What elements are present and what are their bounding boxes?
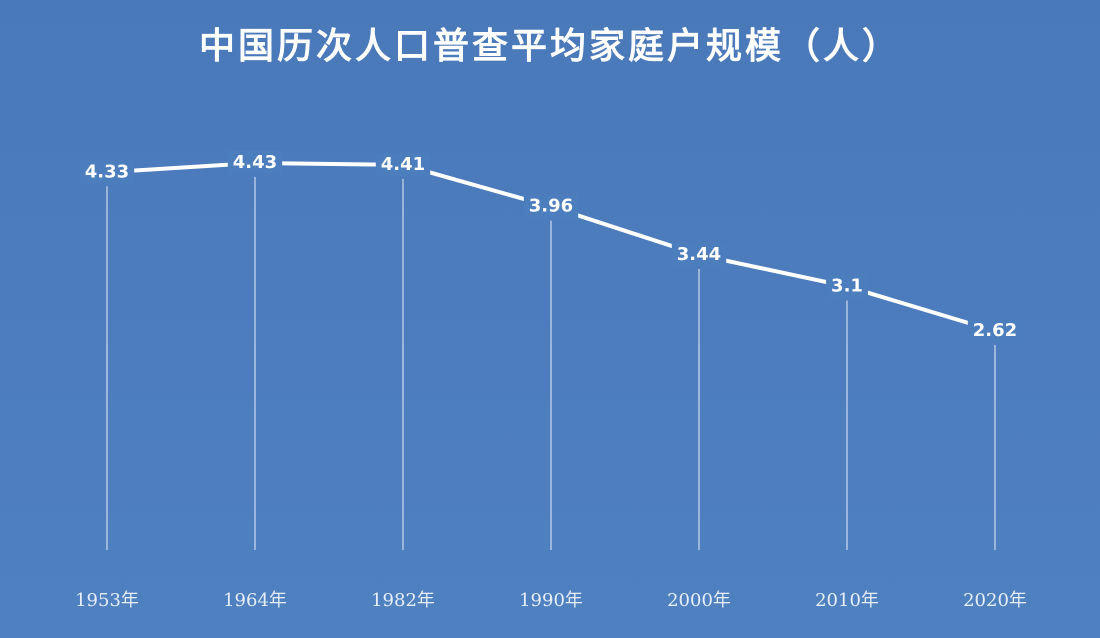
label-background	[79, 160, 135, 185]
label-background	[671, 242, 727, 267]
data-label: 3.96	[529, 196, 573, 217]
data-label: 4.43	[233, 152, 277, 173]
plot-area: 4.33 1953年 4.43 1964年 4.41 1982年 3.96 1990年 3.44…	[75, 151, 1027, 611]
data-label: 3.1	[831, 275, 863, 296]
data-label: 3.44	[677, 244, 721, 265]
x-tick-label: 1964年	[223, 590, 287, 611]
x-tick-label: 2010年	[815, 590, 879, 611]
x-tick-label: 2000年	[667, 590, 731, 611]
x-tick-label: 1990年	[519, 590, 583, 611]
chart-title: 中国历次人口普查平均家庭户规模（人）	[199, 26, 901, 67]
x-tick-label: 1982年	[371, 590, 435, 611]
label-background	[826, 274, 868, 299]
x-tick-label: 1953年	[75, 590, 139, 611]
label-background	[523, 194, 579, 219]
x-tick-label: 2020年	[963, 590, 1027, 611]
data-label: 4.41	[381, 154, 425, 175]
label-background	[227, 151, 283, 175]
label-background	[375, 152, 431, 177]
data-label: 2.62	[973, 320, 1017, 341]
data-label: 4.33	[85, 161, 129, 182]
label-background	[967, 319, 1023, 343]
